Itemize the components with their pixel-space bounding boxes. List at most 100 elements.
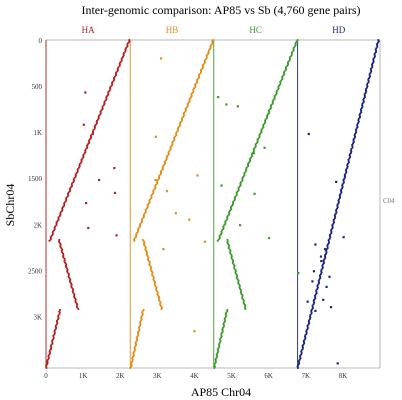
y-tick-label: 1500 bbox=[28, 175, 43, 183]
gene-pair-point bbox=[152, 188, 155, 192]
subgenome-label: HA bbox=[82, 25, 95, 35]
gene-pair-point bbox=[256, 138, 259, 141]
gene-pair-point bbox=[71, 182, 74, 185]
y-axis-title: SbChr04 bbox=[3, 184, 17, 227]
gene-pair-point bbox=[245, 166, 248, 169]
gene-pair-point bbox=[270, 104, 273, 107]
gene-pair-point bbox=[226, 215, 229, 218]
gene-pair-point bbox=[78, 162, 81, 165]
scattered-gene-pair-point bbox=[311, 280, 314, 283]
gene-pair-point bbox=[244, 307, 247, 311]
gene-pair-point bbox=[294, 41, 297, 44]
gene-pair-point bbox=[128, 38, 131, 42]
scattered-gene-pair-point bbox=[115, 234, 118, 237]
x-tick-label: 2K bbox=[116, 372, 125, 380]
scattered-gene-pair-point bbox=[263, 146, 266, 149]
scattered-gene-pair-point bbox=[154, 135, 157, 138]
gene-pair-point bbox=[283, 70, 286, 73]
y-tick-label: 3K bbox=[33, 313, 42, 321]
subgenome-dividers bbox=[45, 40, 299, 368]
scattered-gene-pair-point bbox=[336, 362, 339, 365]
gene-pair-point bbox=[196, 78, 199, 81]
y-tick-label: 0 bbox=[39, 37, 43, 45]
gene-pair-point bbox=[202, 63, 205, 66]
scattered-gene-pair-point bbox=[84, 201, 88, 205]
x-tick-label: 6K bbox=[264, 372, 273, 380]
gene-pair-point bbox=[109, 85, 112, 88]
gene-pair-point bbox=[84, 148, 87, 151]
y-tick-label: 2500 bbox=[28, 267, 43, 275]
gene-pair-point bbox=[98, 114, 101, 117]
scattered-gene-pair-point bbox=[252, 152, 255, 155]
scattered-gene-pair-point bbox=[253, 192, 256, 195]
subgenome-labels: HA HB HC HD bbox=[82, 25, 346, 35]
gene-pair-point bbox=[177, 126, 180, 129]
scattered-gene-pair-point bbox=[217, 96, 220, 99]
scattered-gene-pair-point bbox=[196, 174, 199, 177]
scattered-gene-pair-point bbox=[314, 309, 317, 312]
x-tick-label: 7K bbox=[301, 372, 310, 380]
scattered-gene-pair-point bbox=[162, 248, 165, 251]
gene-pair-point bbox=[226, 308, 229, 312]
scattered-gene-pair-point bbox=[82, 123, 85, 126]
gene-pair-point bbox=[139, 222, 142, 225]
scattered-gene-pair-point bbox=[312, 270, 316, 273]
x-tick-label: 5K bbox=[227, 372, 236, 380]
scattered-gene-pair-point bbox=[113, 166, 116, 170]
gene-pair-points bbox=[45, 38, 380, 370]
gene-pair-point bbox=[212, 38, 215, 42]
scattered-gene-pair-point bbox=[87, 226, 90, 230]
gene-pair-point bbox=[92, 128, 95, 132]
gene-pair-point bbox=[122, 51, 126, 55]
gene-pair-point bbox=[147, 203, 150, 206]
scattered-gene-pair-point bbox=[267, 236, 271, 240]
gene-pair-point bbox=[54, 225, 57, 228]
scattered-gene-pair-point bbox=[225, 103, 228, 106]
scattered-gene-pair-point bbox=[238, 224, 242, 227]
scattered-gene-pair-point bbox=[193, 330, 196, 333]
gene-pair-point bbox=[190, 92, 193, 95]
gene-pair-point bbox=[377, 38, 380, 42]
scattered-gene-pair-point bbox=[325, 285, 328, 289]
scattered-gene-pair-point bbox=[97, 178, 101, 182]
gene-pair-point bbox=[258, 132, 262, 135]
gene-pair-point bbox=[209, 44, 213, 47]
scattered-gene-pair-point bbox=[323, 248, 327, 251]
chart-title: Inter-genomic comparison: AP85 vs Sb (4,… bbox=[81, 3, 360, 17]
gene-pair-point bbox=[289, 55, 292, 59]
scattered-gene-pair-point bbox=[297, 272, 300, 275]
gene-pair-point bbox=[296, 38, 299, 42]
scattered-gene-pair-point bbox=[322, 298, 325, 301]
subgenome-label: HB bbox=[166, 25, 179, 35]
subgenome-label: HD bbox=[332, 25, 345, 35]
gene-pair-point bbox=[58, 308, 62, 312]
y-tick-label: 1K bbox=[33, 129, 42, 137]
x-tick-label: 3K bbox=[153, 372, 162, 380]
gene-pair-point bbox=[264, 118, 267, 121]
scattered-gene-pair-point bbox=[314, 243, 317, 246]
gene-pair-point bbox=[117, 66, 120, 69]
gene-pair-point bbox=[59, 211, 62, 214]
gene-pair-point bbox=[158, 174, 161, 177]
scattered-gene-pair-point bbox=[84, 91, 87, 94]
scattered-gene-pair-point bbox=[174, 212, 177, 215]
y-tick-labels: 0 500 1K 1500 2K 2500 3K bbox=[28, 37, 43, 321]
scattered-gene-pair-point bbox=[306, 300, 309, 303]
x-tick-label: 1K bbox=[79, 372, 88, 380]
gene-pair-point bbox=[166, 155, 169, 158]
gene-pair-point bbox=[281, 75, 284, 78]
scattered-gene-pair-point bbox=[335, 180, 338, 183]
scattered-gene-pair-point bbox=[320, 260, 323, 263]
scattered-gene-pair-point bbox=[154, 178, 157, 182]
x-tick-label: 0 bbox=[44, 372, 48, 380]
x-axis-title: AP85 Chr04 bbox=[191, 385, 251, 399]
scattered-gene-pair-point bbox=[165, 190, 169, 193]
gene-pair-point bbox=[115, 71, 118, 74]
x-tick-labels: 0 1K 2K 3K 4K 5K 6K 7K 8K bbox=[44, 372, 347, 380]
scattered-gene-pair-point bbox=[328, 275, 331, 278]
gene-pair-point bbox=[77, 307, 80, 311]
scattered-gene-pair-point bbox=[236, 105, 239, 108]
scattered-gene-pair-point bbox=[91, 132, 94, 136]
x-tick-label: 4K bbox=[190, 372, 199, 380]
